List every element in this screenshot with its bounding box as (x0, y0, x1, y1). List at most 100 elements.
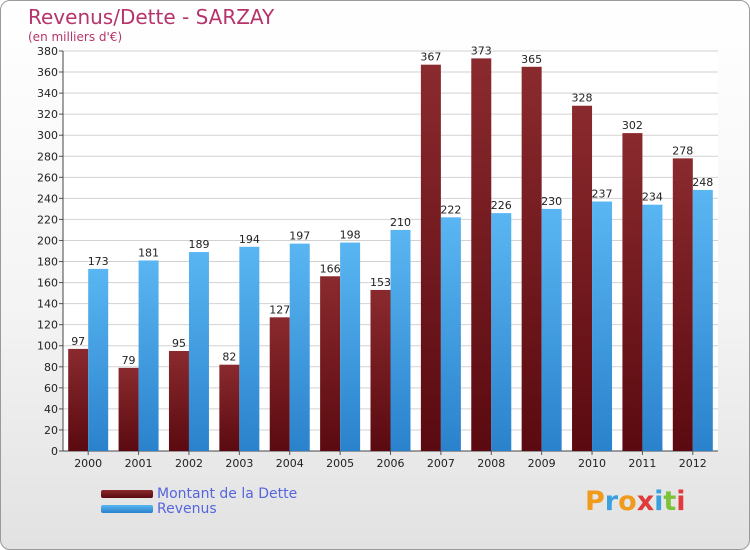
x-tick-label: 2004 (276, 457, 304, 470)
bar-revenus (390, 229, 411, 451)
data-label-revenus: 248 (692, 176, 713, 189)
bar-revenus (642, 204, 663, 451)
x-tick-label: 2009 (528, 457, 556, 470)
data-label-dette: 365 (521, 53, 542, 66)
y-tick-label: 240 (37, 192, 58, 205)
bar-dette (672, 158, 693, 452)
bar-dette (572, 105, 593, 451)
data-label-revenus: 194 (239, 233, 260, 246)
y-tick-label: 300 (37, 129, 58, 142)
data-label-dette: 328 (572, 92, 593, 105)
bar-dette (521, 66, 542, 451)
legend-label-revenus: Revenus (157, 500, 217, 517)
data-label-dette: 82 (222, 351, 236, 364)
data-label-dette: 97 (71, 335, 85, 348)
y-tick-label: 200 (37, 234, 58, 247)
bar-dette (471, 58, 492, 452)
x-tick-label: 2003 (225, 457, 253, 470)
x-tick-label: 2005 (326, 457, 354, 470)
bar-revenus (138, 260, 159, 451)
y-tick-label: 20 (44, 424, 58, 437)
bar-revenus (239, 246, 260, 451)
data-label-dette: 95 (172, 337, 186, 350)
bar-dette (420, 64, 441, 452)
bar-dette (118, 367, 139, 451)
y-tick-label: 100 (37, 340, 58, 353)
y-tick-label: 40 (44, 403, 58, 416)
proxiti-logo: Proxiti (585, 486, 686, 517)
data-label-dette: 166 (320, 262, 341, 275)
legend-swatch-dette (101, 489, 153, 498)
y-tick-label: 380 (37, 45, 58, 58)
x-tick-label: 2001 (125, 457, 153, 470)
y-tick-label: 160 (37, 277, 58, 290)
data-label-revenus: 189 (188, 238, 209, 251)
data-label-revenus: 222 (440, 203, 461, 216)
legend-label-dette: Montant de la Dette (157, 485, 298, 502)
x-tick-label: 2008 (477, 457, 505, 470)
bar-revenus (188, 252, 209, 451)
data-label-revenus: 230 (541, 195, 562, 208)
logo-letter: t (663, 486, 677, 517)
bar-dette (68, 348, 89, 451)
logo-letter: r (604, 486, 619, 517)
y-tick-label: 120 (37, 319, 58, 332)
bar-revenus (289, 243, 310, 451)
bar-revenus (340, 242, 361, 451)
bar-revenus (440, 217, 461, 451)
y-tick-label: 340 (37, 87, 58, 100)
x-tick-label: 2006 (377, 457, 405, 470)
data-label-revenus: 226 (491, 199, 512, 212)
chart-subtitle: (en milliers d'€) (28, 30, 123, 44)
y-tick-label: 60 (44, 382, 58, 395)
data-label-dette: 373 (471, 44, 492, 57)
data-label-revenus: 181 (138, 246, 159, 259)
legend: Montant de la Dette Revenus (101, 485, 298, 517)
x-tick-label: 2010 (578, 457, 606, 470)
chart-title: Revenus/Dette - SARZAY (28, 5, 275, 29)
data-label-dette: 153 (370, 276, 391, 289)
bar-dette (269, 317, 290, 451)
bar-dette (219, 364, 240, 451)
y-tick-label: 320 (37, 108, 58, 121)
legend-item-revenus: Revenus (101, 500, 297, 517)
bar-dette (168, 351, 189, 451)
data-label-revenus: 210 (390, 216, 411, 229)
data-label-revenus: 237 (592, 188, 613, 201)
logo-letter: x (636, 486, 655, 517)
y-tick-label: 80 (44, 361, 58, 374)
bar-revenus (592, 201, 613, 451)
data-label-dette: 367 (420, 51, 441, 64)
logo-letter: i (676, 486, 686, 517)
data-label-dette: 302 (622, 119, 643, 132)
legend-item-dette: Montant de la Dette (101, 485, 298, 502)
data-label-dette: 79 (122, 354, 136, 367)
bar-revenus (692, 189, 713, 451)
y-tick-label: 360 (37, 66, 58, 79)
bar-dette (320, 276, 341, 451)
x-tick-label: 2011 (628, 457, 656, 470)
logo-letter: P (585, 486, 605, 517)
y-tick-label: 0 (51, 445, 58, 458)
data-label-revenus: 197 (289, 230, 310, 243)
y-tick-label: 280 (37, 150, 58, 163)
data-label-revenus: 234 (642, 191, 663, 204)
legend-swatch-revenus (101, 504, 153, 513)
data-label-revenus: 173 (88, 255, 109, 268)
x-tick-label: 2000 (74, 457, 102, 470)
y-tick-label: 140 (37, 298, 58, 311)
bar-revenus (541, 208, 562, 451)
y-tick-label: 220 (37, 213, 58, 226)
x-tick-label: 2007 (427, 457, 455, 470)
bar-revenus (491, 213, 512, 451)
data-label-dette: 278 (672, 144, 693, 157)
data-label-revenus: 198 (340, 229, 361, 242)
logo-letter: i (654, 486, 664, 517)
y-tick-label: 180 (37, 256, 58, 269)
bar-dette (370, 289, 391, 451)
logo-letter: o (618, 486, 637, 517)
bar-revenus (88, 268, 109, 451)
x-tick-label: 2012 (679, 457, 707, 470)
